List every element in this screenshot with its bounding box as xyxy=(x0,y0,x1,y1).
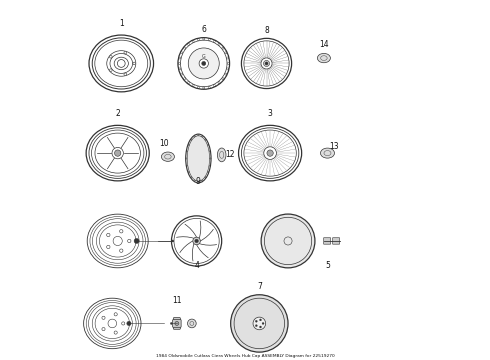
Text: 5: 5 xyxy=(325,261,330,270)
Ellipse shape xyxy=(188,319,196,328)
Text: 11: 11 xyxy=(172,296,182,305)
FancyBboxPatch shape xyxy=(323,238,331,244)
Ellipse shape xyxy=(255,320,257,322)
Ellipse shape xyxy=(120,230,123,233)
Ellipse shape xyxy=(318,53,330,63)
Ellipse shape xyxy=(172,240,174,242)
Ellipse shape xyxy=(261,214,315,268)
FancyBboxPatch shape xyxy=(172,320,181,327)
Ellipse shape xyxy=(127,239,131,243)
Ellipse shape xyxy=(260,319,262,321)
Ellipse shape xyxy=(110,69,112,71)
Ellipse shape xyxy=(202,62,206,66)
Text: 7: 7 xyxy=(257,282,262,291)
Ellipse shape xyxy=(264,147,276,159)
Text: 9: 9 xyxy=(196,177,201,186)
Ellipse shape xyxy=(124,73,126,76)
Ellipse shape xyxy=(108,319,117,328)
Ellipse shape xyxy=(320,148,335,158)
Ellipse shape xyxy=(133,62,135,65)
Ellipse shape xyxy=(102,316,105,319)
Text: 8: 8 xyxy=(264,26,269,35)
Ellipse shape xyxy=(267,150,273,156)
Ellipse shape xyxy=(171,323,172,324)
Ellipse shape xyxy=(113,237,122,246)
FancyBboxPatch shape xyxy=(173,318,180,329)
Ellipse shape xyxy=(112,148,123,159)
Ellipse shape xyxy=(175,321,179,325)
Ellipse shape xyxy=(186,134,211,183)
Ellipse shape xyxy=(107,233,110,237)
FancyBboxPatch shape xyxy=(333,238,340,244)
Ellipse shape xyxy=(127,321,131,325)
Polygon shape xyxy=(244,299,275,319)
Ellipse shape xyxy=(253,317,266,330)
Text: 1984 Oldsmobile Cutlass Ciera Wheels Hub Cap ASSEMBLY Diagram for 22519270: 1984 Oldsmobile Cutlass Ciera Wheels Hub… xyxy=(156,354,334,357)
Ellipse shape xyxy=(188,48,219,79)
Ellipse shape xyxy=(124,51,126,54)
Text: 3: 3 xyxy=(268,109,272,118)
Ellipse shape xyxy=(218,148,226,162)
Ellipse shape xyxy=(261,58,272,69)
Text: 12: 12 xyxy=(225,150,234,159)
Ellipse shape xyxy=(110,55,112,58)
Ellipse shape xyxy=(161,152,174,161)
Text: 6: 6 xyxy=(201,25,206,34)
Ellipse shape xyxy=(102,328,105,331)
Ellipse shape xyxy=(199,59,208,68)
Text: 1: 1 xyxy=(119,19,123,28)
Text: G: G xyxy=(202,54,206,59)
Polygon shape xyxy=(262,319,284,346)
Text: 10: 10 xyxy=(160,139,169,148)
Ellipse shape xyxy=(265,62,268,65)
Ellipse shape xyxy=(264,60,270,67)
Ellipse shape xyxy=(255,325,257,327)
Ellipse shape xyxy=(114,331,117,334)
Ellipse shape xyxy=(231,295,288,352)
Ellipse shape xyxy=(115,150,121,156)
Polygon shape xyxy=(235,319,257,346)
Ellipse shape xyxy=(260,326,262,328)
Ellipse shape xyxy=(122,322,125,325)
Ellipse shape xyxy=(120,249,123,252)
Text: 14: 14 xyxy=(319,40,329,49)
Ellipse shape xyxy=(114,313,117,316)
Ellipse shape xyxy=(195,239,198,243)
Text: 2: 2 xyxy=(115,109,120,118)
Text: 13: 13 xyxy=(329,142,339,151)
Ellipse shape xyxy=(262,323,264,324)
Ellipse shape xyxy=(118,59,125,67)
Ellipse shape xyxy=(107,245,110,249)
Ellipse shape xyxy=(134,238,139,243)
Ellipse shape xyxy=(193,237,200,245)
Text: 4: 4 xyxy=(194,261,199,270)
